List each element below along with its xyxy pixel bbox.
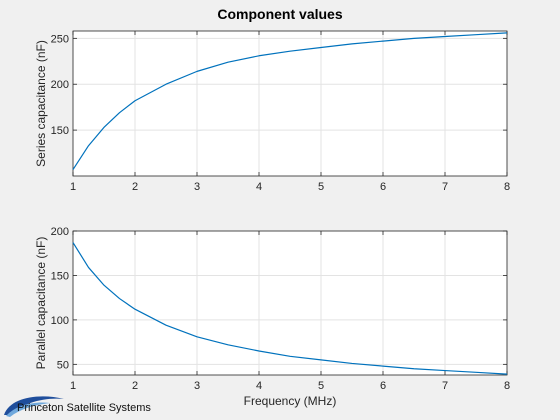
data-series-line — [72, 242, 508, 375]
axes-box — [72, 230, 508, 376]
x-tick-label: 6 — [380, 380, 386, 392]
x-tick-label: 2 — [132, 380, 138, 392]
x-tick-label: 1 — [70, 181, 76, 193]
y-tick-label: 150 — [51, 125, 69, 137]
x-tick-label: 6 — [380, 181, 386, 193]
x-tick-label: 8 — [504, 181, 510, 193]
logo-swoosh-icon — [4, 396, 64, 415]
y-axis-label: Series capacitance (nF) — [34, 40, 48, 167]
x-tick-label: 7 — [442, 181, 448, 193]
logo-text: Princeton Satellite Systems — [17, 402, 151, 414]
x-tick-label: 5 — [318, 181, 324, 193]
x-tick-label: 1 — [70, 380, 76, 392]
y-tick-label: 250 — [51, 33, 69, 45]
y-axis-label: Parallel capacitance (nF) — [34, 237, 48, 370]
figure-title: Component values — [217, 6, 342, 22]
y-tick-label: 200 — [51, 226, 69, 238]
company-logo — [4, 396, 64, 417]
x-tick-label: 4 — [256, 380, 262, 392]
x-tick-label: 3 — [194, 380, 200, 392]
y-tick-label: 150 — [51, 270, 69, 282]
logo-swoosh-accent-icon — [6, 402, 50, 417]
y-tick-label: 100 — [51, 315, 69, 327]
plot-area — [73, 231, 507, 375]
y-tick-label: 50 — [57, 359, 69, 371]
y-tick-label: 200 — [51, 79, 69, 91]
plot-area — [73, 31, 507, 176]
data-series-line — [72, 32, 508, 170]
x-tick-label: 7 — [442, 380, 448, 392]
x-axis-label: Frequency (MHz) — [244, 394, 337, 408]
x-tick-label: 2 — [132, 181, 138, 193]
axes-box — [72, 30, 508, 177]
x-tick-label: 8 — [504, 380, 510, 392]
x-tick-label: 5 — [318, 380, 324, 392]
x-tick-label: 4 — [256, 181, 262, 193]
x-tick-label: 3 — [194, 181, 200, 193]
